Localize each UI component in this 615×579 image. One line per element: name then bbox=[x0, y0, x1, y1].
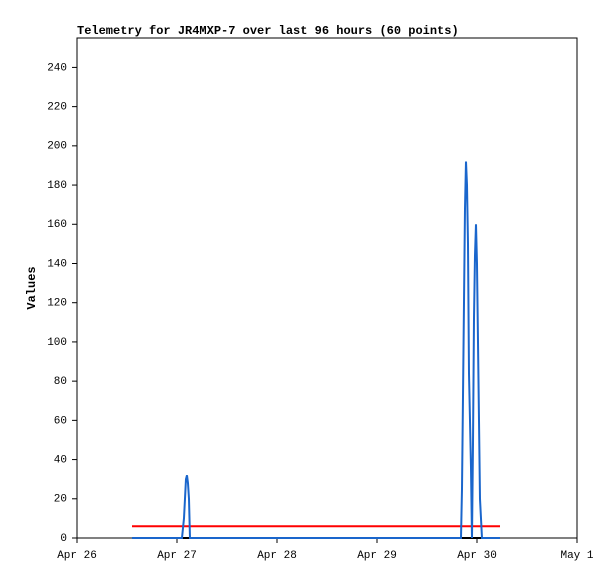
y-tick-label: 120 bbox=[47, 298, 67, 310]
y-axis-label: Values bbox=[25, 266, 39, 309]
series-line bbox=[132, 161, 500, 539]
x-tick-label: Apr 28 bbox=[257, 550, 297, 562]
y-tick-label: 140 bbox=[47, 258, 67, 270]
y-tick-label: 100 bbox=[47, 337, 67, 349]
y-tick-label: 200 bbox=[47, 141, 67, 153]
y-tick-label: 180 bbox=[47, 180, 67, 192]
x-tick-label: Apr 27 bbox=[157, 550, 197, 562]
x-tick-label: Apr 30 bbox=[457, 550, 497, 562]
y-tick-label: 20 bbox=[54, 494, 67, 506]
y-tick-label: 0 bbox=[60, 533, 67, 545]
y-tick-label: 60 bbox=[54, 415, 67, 427]
y-tick-label: 40 bbox=[54, 454, 67, 466]
y-tick-label: 80 bbox=[54, 376, 67, 388]
x-tick-label: May 1 bbox=[560, 550, 593, 562]
x-tick-label: Apr 29 bbox=[357, 550, 397, 562]
y-tick-label: 220 bbox=[47, 102, 67, 114]
chart-title: Telemetry for JR4MXP-7 over last 96 hour… bbox=[77, 24, 459, 38]
y-tick-label: 240 bbox=[47, 62, 67, 74]
x-tick-label: Apr 26 bbox=[57, 550, 97, 562]
y-tick-label: 160 bbox=[47, 219, 67, 231]
